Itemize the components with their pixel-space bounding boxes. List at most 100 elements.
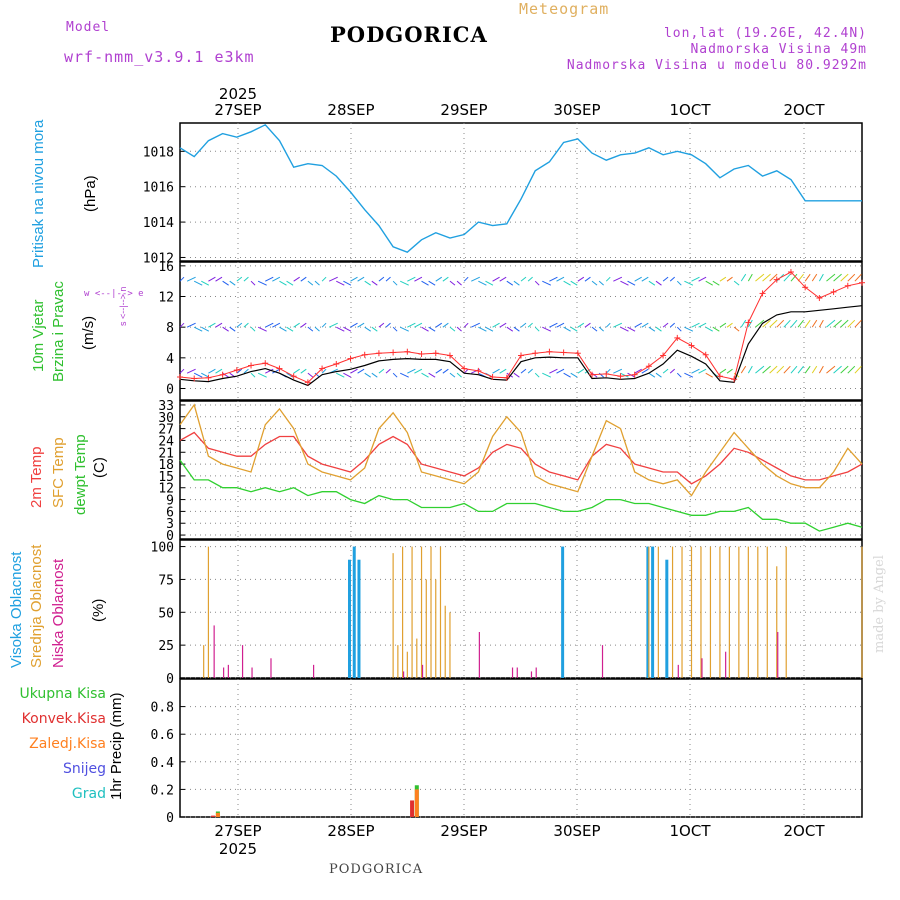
wind-barb-2-180 xyxy=(265,276,274,282)
wind-barb-2-135 xyxy=(243,276,249,282)
wind-barb-2-1380 xyxy=(833,273,842,282)
wind-barb-2-870 xyxy=(591,280,598,286)
wind-barb-2-615 xyxy=(471,276,480,282)
wind-barb-0-525 xyxy=(428,372,436,378)
wind-barb-1-1365 xyxy=(826,319,836,328)
ytick-label-2-5: 15 xyxy=(158,470,174,485)
wind-barb-0-390 xyxy=(364,372,371,378)
date-bottom-3: 30SEP xyxy=(553,822,600,840)
wind-barb-1-270 xyxy=(307,326,314,332)
panel-frame-3 xyxy=(179,539,863,679)
wind-barb-2-885 xyxy=(598,280,604,286)
wind-barb-2-720 xyxy=(520,276,527,282)
wind-barb-1-1185 xyxy=(740,319,747,328)
wind-barb-2-360 xyxy=(350,276,358,282)
wind-barb-0-465 xyxy=(400,372,409,378)
wind-barb-1-990 xyxy=(648,326,656,332)
wind-barb-0-360 xyxy=(350,368,358,374)
wind-barb-2-1320 xyxy=(804,273,811,282)
wind-barb-0-1200 xyxy=(747,365,753,374)
wind-barb-1-975 xyxy=(641,322,649,328)
wind-barb-0-450 xyxy=(392,372,398,378)
altitude: Nadmorska Visina 49m xyxy=(690,42,867,57)
wind-barb-1-1050 xyxy=(676,326,682,332)
wind-barb-0-45 xyxy=(201,372,210,378)
wind-barb-1-405 xyxy=(371,326,378,332)
wind-barb-0-780 xyxy=(549,368,558,374)
wind-barb-1-120 xyxy=(236,322,243,328)
wind-barb-1-585 xyxy=(456,326,462,332)
ytick-label-4-4: 0.8 xyxy=(151,701,174,716)
wind-barb-0-1065 xyxy=(684,372,694,378)
wind-barb-0-750 xyxy=(534,372,540,378)
wind-barb-0-1215 xyxy=(755,365,765,374)
temp-line-2 xyxy=(179,459,863,532)
wind-barb-2-570 xyxy=(449,280,456,286)
wind-barb-2-195 xyxy=(272,276,281,282)
wind-barb-1-465 xyxy=(400,326,409,332)
wind-barb-1-660 xyxy=(492,322,500,328)
wind-barb-2-1395 xyxy=(840,273,849,282)
wind-barb-1-1035 xyxy=(669,322,676,328)
wind-barb-1-375 xyxy=(357,322,365,328)
wind-barb-2-1335 xyxy=(811,273,818,282)
panel-frame-4 xyxy=(179,678,863,818)
wind-barb-1-180 xyxy=(265,322,274,328)
wind-barb-1-255 xyxy=(300,322,307,328)
wind-barb-0-330 xyxy=(336,372,345,378)
wind-barb-2-120 xyxy=(236,276,243,282)
wind-barb-1-525 xyxy=(428,326,436,332)
wind-barb-2-1245 xyxy=(769,273,778,282)
wind-barb-1-960 xyxy=(634,322,642,328)
ytick-label-1-2: 8 xyxy=(166,321,174,336)
wind-barb-0-960 xyxy=(634,368,642,374)
wind-barb-0-840 xyxy=(577,368,585,374)
wind-barb-0-435 xyxy=(385,368,391,374)
wind-barb-1-795 xyxy=(556,322,565,328)
wind-barb-0-1185 xyxy=(740,365,747,374)
wind-barb-0-1335 xyxy=(811,365,818,374)
precip-legend-4: Grad xyxy=(71,786,106,802)
wind-barb-0-75 xyxy=(215,368,223,374)
wind-barb-2-1035 xyxy=(669,276,676,282)
wind-barb-0-735 xyxy=(527,368,533,374)
wind-barb-0-1005 xyxy=(655,372,662,378)
wind-barb-2-1095 xyxy=(698,276,707,282)
model-name: wrf-nmm_v3.9.1 e3km xyxy=(64,48,255,66)
wind-barb-1-570 xyxy=(449,326,456,332)
wind-barb-1-195 xyxy=(272,322,281,328)
wind-barb-1-1350 xyxy=(818,319,824,328)
wind-barb-2-600 xyxy=(463,276,469,282)
ytick-label-2-8: 24 xyxy=(158,434,174,449)
wind-barb-2-90 xyxy=(222,280,229,286)
wind-barb-2-435 xyxy=(385,276,391,282)
ytick-label-1-3: 12 xyxy=(158,291,174,306)
wind-barb-1-225 xyxy=(286,326,294,332)
ytick-label-2-2: 6 xyxy=(166,505,174,520)
ytick-label-0-2: 1016 xyxy=(143,181,174,196)
precip-legend-2: Zaledj.Kisa xyxy=(29,736,106,752)
wind-barb-2-75 xyxy=(215,276,223,282)
wind-barb-2-60 xyxy=(208,276,216,282)
page-title: PODGORICA xyxy=(330,22,488,47)
wind-barb-1-1335 xyxy=(811,319,818,328)
wind-barb-1-1320 xyxy=(804,319,811,328)
wind-barb-1-540 xyxy=(435,322,443,328)
cloud-bar-0-6 xyxy=(665,559,669,678)
ytick-label-0-1: 1014 xyxy=(143,216,174,231)
wind-barb-2-1230 xyxy=(762,273,771,282)
wind-barb-0-1050 xyxy=(676,372,682,378)
wind-barb-1-1140 xyxy=(719,322,727,328)
date-bottom-5: 2OCT xyxy=(784,822,826,840)
ytick-label-2-10: 30 xyxy=(158,411,174,426)
wind-barb-2-795 xyxy=(556,276,565,282)
wind-barb-1-480 xyxy=(407,322,416,328)
wind-barb-0-690 xyxy=(506,372,514,378)
precip-bar-1-1 xyxy=(410,800,415,817)
wind-barb-0-1365 xyxy=(826,365,836,374)
wind-barb-2-855 xyxy=(584,276,591,282)
wind-barb-2-330 xyxy=(336,280,345,286)
wind-barb-2-1125 xyxy=(712,280,720,286)
year-top: 2025 xyxy=(219,85,257,103)
wind-barb-1-1200 xyxy=(747,319,753,328)
